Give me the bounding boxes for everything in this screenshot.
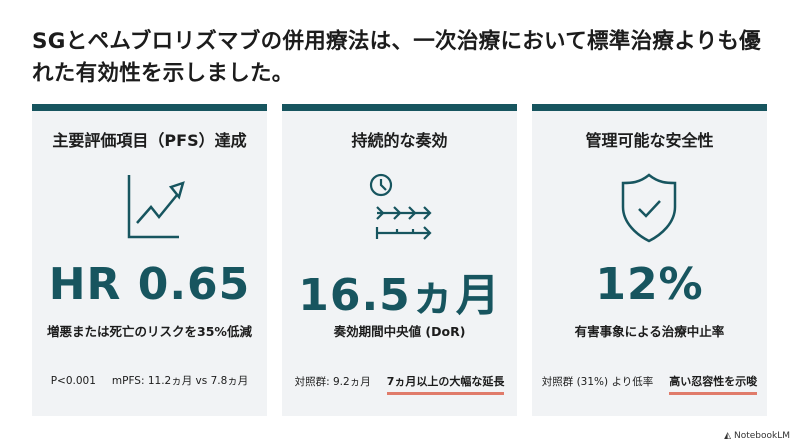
highlight-text: 高い忍容性を示唆 bbox=[669, 373, 758, 395]
brand-text: NotebookLM bbox=[733, 431, 790, 441]
highlight-text: 7ヵ月以上の大幅な延長 bbox=[386, 373, 505, 395]
dor-value: 16.5ヵ月 bbox=[298, 270, 501, 321]
clock-timeline-icon bbox=[369, 173, 432, 240]
trend-up-chart-icon bbox=[127, 175, 185, 239]
hr-value: HR 0.65 bbox=[48, 259, 251, 310]
shield-check-icon bbox=[621, 173, 677, 243]
card-heading: 主要評価項目（PFS）達成 bbox=[52, 131, 247, 150]
card-dor: 持続的な奏効 16.5ヵ月 奏効期間中央値 (DoR) 対照群: 9.2ヵ月 7ヵ… bbox=[282, 104, 517, 416]
discontinuation-value: 12% bbox=[595, 259, 704, 310]
slide-title: SGとペムブロリズマブの併用療法は、一次治療において標準治療よりも優れた有効性を… bbox=[32, 29, 761, 86]
card-subtitle: 奏効期間中央値 (DoR) bbox=[333, 324, 466, 339]
card-heading: 管理可能な安全性 bbox=[585, 131, 714, 150]
card-subtitle: 有害事象による治療中止率 bbox=[574, 324, 725, 339]
card-safety: 管理可能な安全性 12% 有害事象による治療中止率 対照群 (31%) より低率… bbox=[532, 104, 767, 416]
card-subtitle: 増悪または死亡のリスクを35%低減 bbox=[47, 324, 252, 339]
notebooklm-logo: ◭ NotebookLM bbox=[724, 431, 790, 441]
card-heading: 持続的な奏効 bbox=[351, 131, 448, 150]
card-pfs: 主要評価項目（PFS）達成 HR 0.65 増悪または死亡のリスクを35%低減 … bbox=[32, 104, 267, 416]
mpfs-note: mPFS: 11.2ヵ月 vs 7.8ヵ月 bbox=[111, 375, 249, 387]
control-note: 対照群 (31%) より低率 bbox=[541, 376, 654, 388]
p-value: P<0.001 bbox=[50, 375, 96, 387]
control-note: 対照群: 9.2ヵ月 bbox=[294, 376, 371, 388]
